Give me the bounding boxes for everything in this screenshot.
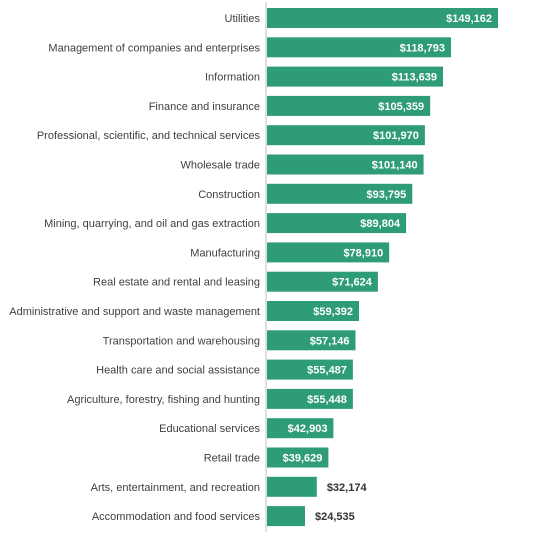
category-label: Educational services [159, 423, 260, 435]
value-label: $101,970 [373, 130, 419, 142]
bar [267, 271, 378, 292]
value-label: $24,535 [315, 511, 355, 523]
category-label: Health care and social assistance [96, 365, 260, 377]
value-label: $105,359 [378, 101, 424, 113]
bar [267, 125, 425, 146]
value-label: $113,639 [392, 72, 437, 84]
category-label: Real estate and rental and leasing [93, 277, 260, 289]
category-label: Utilities [225, 13, 261, 25]
bar [267, 66, 443, 87]
bar [267, 8, 498, 28]
bar [267, 301, 359, 321]
bar [267, 476, 317, 497]
value-label: $89,804 [360, 218, 401, 230]
value-label: $59,392 [313, 306, 353, 318]
value-label: $32,174 [327, 482, 368, 494]
bar [267, 359, 353, 380]
bar [267, 506, 305, 527]
value-label: $71,624 [332, 277, 373, 289]
category-label: Mining, quarrying, and oil and gas extra… [44, 218, 260, 230]
bar [267, 242, 390, 263]
bar [267, 213, 407, 234]
value-label: $118,793 [400, 42, 445, 54]
category-label: Management of companies and enterprises [48, 42, 260, 54]
category-label: Finance and insurance [149, 101, 260, 113]
value-label: $39,629 [283, 453, 323, 465]
bar [267, 388, 353, 409]
bar [267, 330, 356, 351]
category-label: Manufacturing [190, 247, 260, 259]
value-label: $55,448 [307, 394, 347, 406]
bar [267, 183, 413, 204]
category-label: Accommodation and food services [92, 511, 261, 523]
category-label: Construction [198, 189, 260, 201]
bar [267, 95, 431, 116]
bar [267, 418, 334, 439]
category-label: Transportation and warehousing [103, 335, 260, 347]
value-label: $101,140 [372, 160, 418, 172]
category-label: Professional, scientific, and technical … [37, 130, 261, 142]
bars-group: Utilities $149,162 Management of companies… [9, 8, 498, 527]
category-label: Wholesale trade [181, 160, 261, 172]
value-label: $42,903 [288, 423, 328, 435]
bar [267, 154, 424, 175]
category-label: Arts, entertainment, and recreation [91, 482, 260, 494]
bar [267, 37, 451, 58]
category-label: Retail trade [204, 453, 260, 465]
value-label: $55,487 [307, 365, 347, 377]
value-label: $93,795 [366, 189, 406, 201]
value-label: $78,910 [343, 247, 383, 259]
category-label: Administrative and support and waste man… [9, 306, 260, 318]
value-label: $57,146 [310, 335, 350, 347]
value-label: $149,162 [446, 13, 492, 25]
category-label: Agriculture, forestry, fishing and hunti… [67, 394, 260, 406]
category-label: Information [205, 72, 260, 84]
bar [267, 447, 329, 468]
